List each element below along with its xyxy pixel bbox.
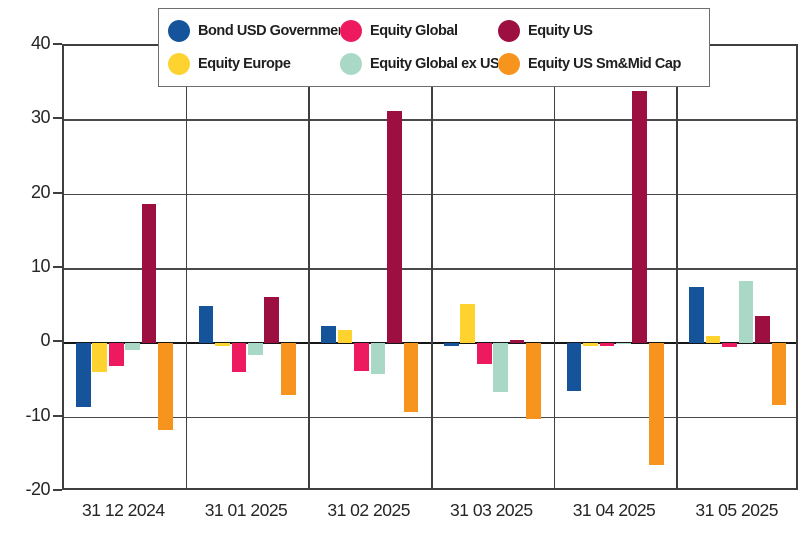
- legend-swatch-icon: [168, 19, 190, 42]
- bar-equity-us-31-05-2025: [755, 315, 770, 344]
- legend-item-equity-us: Equity US: [498, 14, 701, 48]
- zero-gridline: [64, 342, 796, 345]
- bar-equity-us-31-04-2025: [632, 91, 648, 344]
- bar-bond-usd-government-31-12-2024: [76, 343, 91, 408]
- bar-equity-us-31-02-2025: [387, 111, 402, 344]
- y-tick-mark: [53, 489, 62, 491]
- y-tick-mark: [53, 43, 62, 45]
- legend-item-equity-global-ex-us: Equity Global ex US: [340, 48, 498, 82]
- x-tick-label-31-12-2024: 31 12 2024: [82, 500, 165, 520]
- bar-equity-europe-31-04-2025: [583, 343, 598, 347]
- gridline-y-10: [64, 268, 796, 270]
- bar-equity-us-sm-mid-cap-31-02-2025: [403, 343, 419, 412]
- y-tick-label--20: -20: [25, 479, 50, 499]
- x-tick-label-31-04-2025: 31 04 2025: [572, 500, 656, 520]
- legend-label: Equity US: [528, 22, 593, 39]
- x-tick-label-31-01-2025: 31 01 2025: [204, 500, 288, 520]
- bar-equity-global-ex-us-31-05-2025: [738, 280, 754, 344]
- legend-swatch-icon: [340, 19, 362, 42]
- y-tick-mark: [53, 266, 62, 268]
- bar-equity-global-31-04-2025: [599, 343, 615, 347]
- bar-equity-us-sm-mid-cap-31-05-2025: [771, 343, 787, 406]
- bar-equity-us-sm-mid-cap-31-04-2025: [648, 343, 664, 466]
- group-divider: [308, 46, 310, 488]
- legend-swatch-icon: [340, 53, 362, 76]
- bar-bond-usd-government-31-04-2025: [566, 343, 582, 391]
- group-divider: [553, 46, 556, 488]
- x-tick-label-31-02-2025: 31 02 2025: [327, 500, 410, 520]
- bar-equity-global-ex-us-31-02-2025: [370, 343, 386, 374]
- bar-bond-usd-government-31-02-2025: [321, 326, 336, 344]
- legend-label: Bond USD Government: [198, 22, 340, 39]
- bar-bond-usd-government-31-05-2025: [689, 286, 704, 344]
- legend-label: Equity Europe: [198, 56, 291, 73]
- bar-equity-europe-31-12-2024: [92, 343, 108, 372]
- y-tick-label-10: 10: [30, 256, 51, 276]
- bar-equity-global-31-03-2025: [476, 343, 492, 365]
- x-tick-label-31-03-2025: 31 03 2025: [450, 500, 533, 520]
- legend-label: Equity Global: [370, 22, 458, 39]
- bar-equity-us-sm-mid-cap-31-12-2024: [158, 343, 173, 431]
- bar-equity-global-ex-us-31-01-2025: [248, 343, 263, 356]
- bar-equity-us-31-01-2025: [264, 296, 280, 344]
- bar-equity-global-31-01-2025: [231, 343, 247, 373]
- bar-equity-us-31-12-2024: [141, 203, 157, 344]
- bar-equity-global-31-02-2025: [354, 343, 369, 371]
- y-tick-mark: [53, 191, 62, 194]
- group-divider: [185, 46, 188, 488]
- gridline-y-30: [64, 119, 796, 121]
- bar-equity-europe-31-03-2025: [460, 303, 476, 344]
- y-tick-mark: [53, 117, 62, 120]
- legend-label: Equity US Sm&Mid Cap: [528, 56, 681, 73]
- legend-item-bond-usd-government: Bond USD Government: [168, 14, 340, 48]
- legend-item-equity-global: Equity Global: [340, 14, 498, 48]
- chart-legend: Bond USD Government Equity Global Equity U…: [158, 8, 710, 87]
- y-tick-label-30: 30: [30, 107, 51, 128]
- bar-equity-global-31-12-2024: [108, 343, 124, 366]
- bar-equity-us-sm-mid-cap-31-01-2025: [280, 343, 296, 396]
- y-tick-mark: [53, 414, 62, 417]
- plot-area: [62, 44, 798, 490]
- bar-equity-global-ex-us-31-04-2025: [616, 343, 631, 345]
- legend-swatch-icon: [168, 53, 190, 76]
- bar-equity-global-ex-us-31-12-2024: [125, 343, 140, 351]
- bar-equity-europe-31-01-2025: [215, 343, 230, 346]
- bar-equity-global-ex-us-31-03-2025: [493, 343, 508, 392]
- y-tick-mark: [53, 340, 62, 343]
- bar-equity-europe-31-02-2025: [337, 329, 353, 344]
- legend-label: Equity Global ex US: [370, 56, 498, 73]
- y-tick-label-40: 40: [30, 33, 51, 53]
- gridline-y-20: [64, 193, 796, 196]
- bar-equity-us-31-03-2025: [509, 340, 525, 344]
- bar-bond-usd-government-31-01-2025: [198, 306, 214, 344]
- group-divider: [676, 46, 678, 488]
- y-tick-label-0: 0: [40, 330, 50, 351]
- legend-item-equity-europe: Equity Europe: [168, 48, 340, 82]
- bar-equity-europe-31-05-2025: [705, 335, 721, 344]
- bar-equity-us-sm-mid-cap-31-03-2025: [526, 343, 541, 420]
- bar-bond-usd-government-31-03-2025: [444, 343, 459, 346]
- legend-item-equity-us-sm-mid-cap: Equity US Sm&Mid Cap: [498, 48, 701, 82]
- bar-equity-global-31-05-2025: [722, 343, 737, 348]
- x-tick-label-31-05-2025: 31 05 2025: [695, 500, 778, 520]
- legend-swatch-icon: [498, 53, 520, 76]
- group-divider: [431, 46, 433, 488]
- y-tick-label--10: -10: [25, 404, 50, 425]
- y-tick-label-20: 20: [30, 181, 51, 202]
- gridline-y--10: [64, 416, 796, 419]
- legend-swatch-icon: [498, 19, 520, 42]
